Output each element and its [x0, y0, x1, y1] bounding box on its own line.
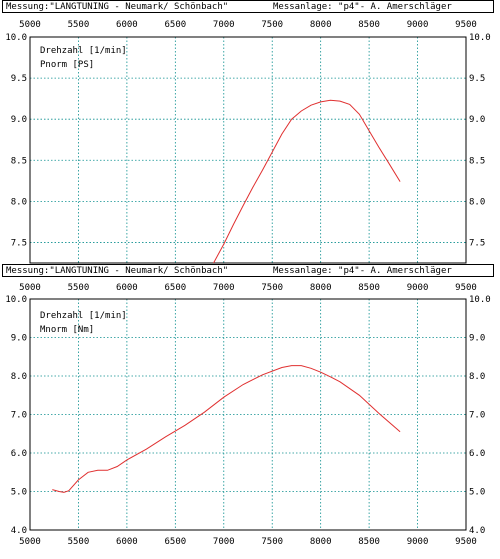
y-tick-label-right: 10.0	[469, 295, 491, 305]
x-tick-label-bottom: 8000	[310, 537, 332, 547]
x-tick-label: 6000	[116, 20, 138, 30]
x-tick-label: 8000	[310, 283, 332, 293]
x-tick-label: 7500	[261, 20, 283, 30]
y-tick-label-left: 8.0	[11, 372, 27, 382]
measurement-header-top: Messung:"LANGTUNING - Neumark/ Schönbach…	[2, 0, 494, 13]
y-tick-label-left: 8.0	[11, 197, 27, 207]
y-tick-label-left: 7.5	[11, 238, 27, 248]
y-tick-label-left: 4.0	[11, 526, 27, 536]
plot-frame	[29, 298, 467, 531]
x-tick-label: 6500	[164, 283, 186, 293]
y-tick-label-left: 8.5	[11, 156, 27, 166]
x-tick-label: 9500	[455, 283, 477, 293]
x-tick-label-bottom: 7000	[213, 537, 235, 547]
x-tick-label: 5000	[19, 283, 41, 293]
x-tick-label-bottom: 9000	[407, 537, 429, 547]
x-tick-label: 9000	[407, 283, 429, 293]
y-tick-label-left: 10.0	[5, 33, 27, 43]
series-line	[52, 365, 401, 493]
y-tick-label-left: 9.0	[11, 334, 27, 344]
x-tick-label: 7000	[213, 20, 235, 30]
x-tick-label-bottom: 6500	[164, 537, 186, 547]
x-tick-label: 8000	[310, 20, 332, 30]
x-tick-label: 5500	[68, 20, 90, 30]
y-tick-label-right: 9.0	[469, 334, 485, 344]
x-tick-label-bottom: 5500	[68, 537, 90, 547]
y-tick-label-left: 6.0	[11, 449, 27, 459]
x-tick-label: 7000	[213, 283, 235, 293]
x-tick-label: 8500	[358, 20, 380, 30]
x-tick-label: 9500	[455, 20, 477, 30]
y-tick-label-left: 10.0	[5, 295, 27, 305]
legend-entry: Drehzahl [1/min]	[40, 311, 127, 321]
x-tick-label: 6000	[116, 283, 138, 293]
measurement-header-bottom: Messung:"LANGTUNING - Neumark/ Schönbach…	[2, 264, 494, 277]
y-tick-label-right: 8.0	[469, 197, 485, 207]
y-tick-label-right: 8.0	[469, 372, 485, 382]
y-tick-label-right: 7.0	[469, 411, 485, 421]
x-tick-label: 5000	[19, 20, 41, 30]
y-tick-label-left: 5.0	[11, 488, 27, 498]
x-tick-label-bottom: 6000	[116, 537, 138, 547]
x-tick-label: 7500	[261, 283, 283, 293]
y-tick-label-left: 9.5	[11, 74, 27, 84]
y-tick-label-right: 9.0	[469, 115, 485, 125]
y-tick-label-right: 7.5	[469, 238, 485, 248]
y-tick-label-left: 7.0	[11, 411, 27, 421]
x-tick-label: 9000	[407, 20, 429, 30]
measurement-label: Messung:"LANGTUNING - Neumark/ Schönbach…	[6, 266, 229, 276]
measurement-label: Messung:"LANGTUNING - Neumark/ Schönbach…	[6, 2, 229, 12]
y-tick-label-left: 9.0	[11, 115, 27, 125]
plot-frame	[29, 36, 467, 264]
x-tick-label-bottom: 7500	[261, 537, 283, 547]
x-tick-label-bottom: 9500	[455, 537, 477, 547]
legend-entry: Mnorm [Nm]	[40, 325, 94, 335]
series-line	[212, 99, 401, 263]
test-rig-label: Messanlage: "p4"- A. Amerschläger	[273, 266, 452, 276]
y-tick-label-right: 6.0	[469, 449, 485, 459]
test-rig-label: Messanlage: "p4"- A. Amerschläger	[273, 2, 452, 12]
x-tick-label: 8500	[358, 283, 380, 293]
legend-entry: Drehzahl [1/min]	[40, 46, 127, 56]
legend-entry: Pnorm [PS]	[40, 60, 94, 70]
y-tick-label-right: 9.5	[469, 74, 485, 84]
y-tick-label-right: 5.0	[469, 488, 485, 498]
chart-1: 5000 5500 6000 6500 7000 7500 8000 8500 9000 9500…	[5, 20, 491, 264]
x-tick-label: 6500	[164, 20, 186, 30]
y-tick-label-right: 4.0	[469, 526, 485, 536]
x-tick-label-bottom: 8500	[358, 537, 380, 547]
y-tick-label-right: 10.0	[469, 33, 491, 43]
y-tick-label-right: 8.5	[469, 156, 485, 166]
x-tick-label: 5500	[68, 283, 90, 293]
chart-2: 5000 5000 5500 5500 6000 6000 6500 6500 7000 7000…	[5, 283, 490, 547]
x-tick-label-bottom: 5000	[19, 537, 41, 547]
